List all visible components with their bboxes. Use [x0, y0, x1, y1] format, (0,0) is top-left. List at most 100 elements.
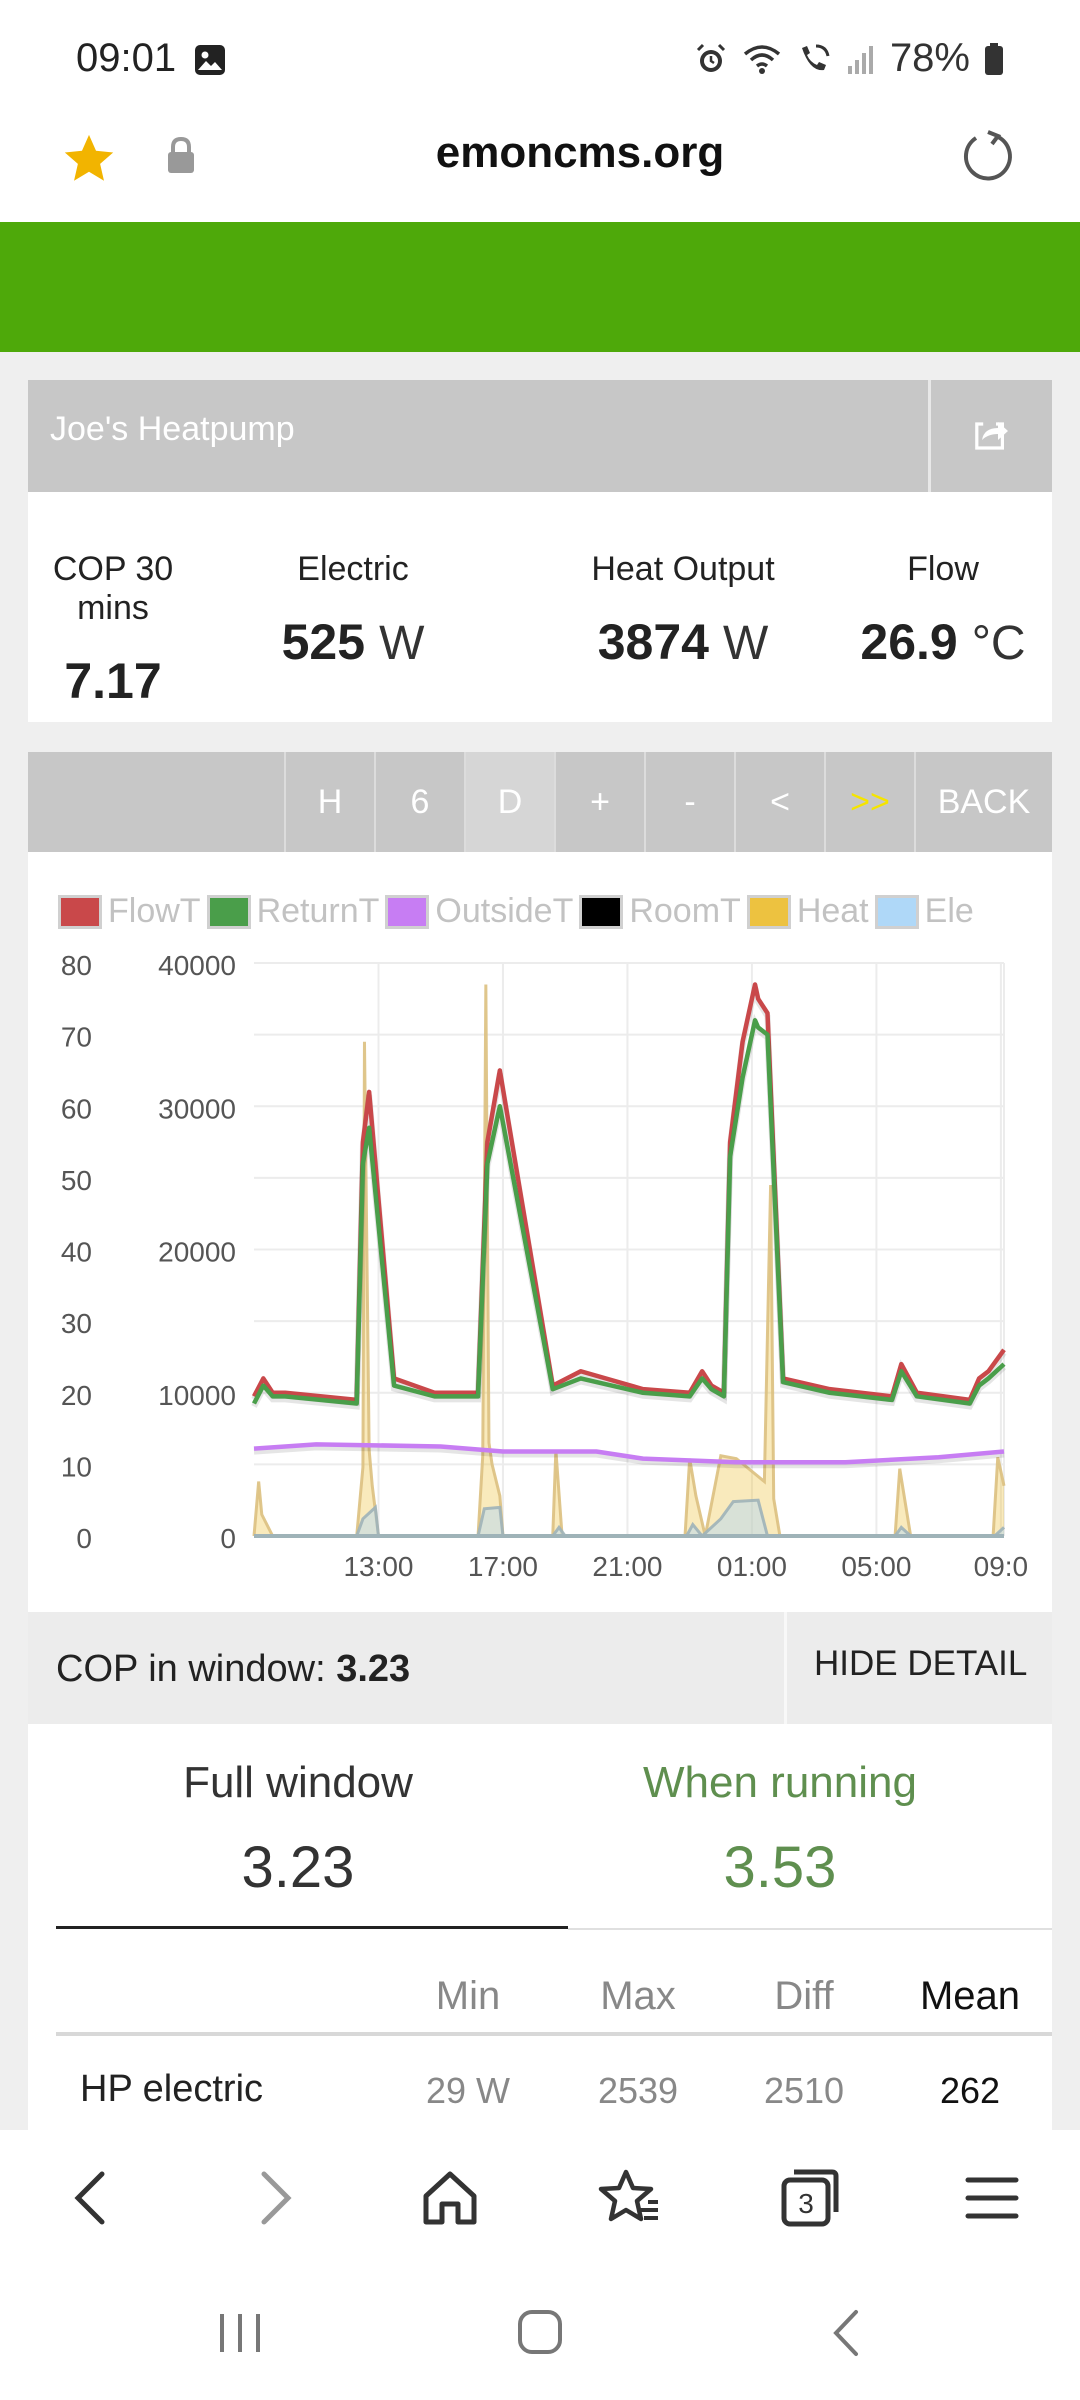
active-tab-underline	[56, 1926, 568, 1929]
when-running-value: 3.53	[723, 1835, 837, 1900]
image-icon	[194, 44, 226, 76]
metric-value: 3874	[597, 614, 709, 670]
cell-mean: 262	[939, 2070, 1001, 2111]
detail-panel: Full window 3.23 When running 3.53 Min M…	[28, 1724, 1052, 2130]
home-icon[interactable]	[418, 2166, 482, 2235]
battery-percent: 78%	[889, 36, 970, 80]
metric-label: Heat Output	[591, 550, 775, 588]
range-button-d[interactable]: D	[464, 752, 554, 852]
metric-unit: W	[379, 617, 425, 670]
site-banner	[0, 222, 1080, 352]
series-line-outsidet	[253, 1442, 1005, 1465]
signal-icon	[846, 42, 876, 76]
range-button-6[interactable]: 6	[374, 752, 464, 852]
divider	[784, 1612, 787, 1724]
right-axis-tick: 30000	[158, 1093, 236, 1124]
metric-cop: COP 30 mins 7.17	[28, 550, 198, 710]
right-axis-tick: 40000	[158, 950, 236, 981]
legend-swatch	[58, 894, 102, 929]
url-text[interactable]: emoncms.org	[435, 128, 725, 177]
right-axis-tick: 20000	[158, 1237, 236, 1268]
legend-item[interactable]: Heat	[746, 892, 869, 931]
cop-window-value: 3.23	[336, 1648, 411, 1690]
left-axis-tick: 10	[61, 1451, 92, 1482]
x-axis-tick: 17:00	[468, 1551, 538, 1582]
column-header-max: Max	[600, 1974, 676, 2018]
right-axis-tick: 0	[220, 1523, 236, 1554]
pan-right-button[interactable]: >>	[824, 752, 914, 852]
cop-window-bar: COP in window: 3.23 HIDE DETAIL	[28, 1612, 1052, 1724]
chart-panel: 0 10 20 30 40 50 60 70 80 0 10000 20000 30000 40000 13…	[28, 852, 1052, 1612]
tabs-icon[interactable]: 3	[778, 2166, 842, 2235]
status-time: 09:01	[76, 36, 177, 80]
cell-min: 29 W	[425, 2070, 511, 2111]
cell-diff: 2510	[763, 2070, 845, 2111]
status-bar: 09:01 78%	[0, 0, 1080, 120]
metric-heat-output: Heat Output 3874 W	[538, 550, 828, 671]
left-axis-tick: 0	[76, 1523, 92, 1554]
divider	[568, 1928, 1052, 1930]
full-window-value: 3.23	[241, 1835, 355, 1900]
metric-value: 525	[281, 614, 366, 670]
hide-detail-button[interactable]: HIDE DETAIL	[814, 1644, 1028, 1683]
status-icons: 78%	[694, 36, 1004, 81]
system-nav-bar	[0, 2270, 1080, 2400]
metric-label: Electric	[297, 550, 409, 588]
legend-label: ReturnT	[256, 892, 380, 930]
left-axis-tick: 80	[61, 950, 92, 981]
x-axis-tick: 21:00	[592, 1551, 662, 1582]
chart[interactable]: 0 10 20 30 40 50 60 70 80 0 10000 20000 30000 40000 13…	[28, 852, 1052, 1612]
back-icon[interactable]	[62, 2166, 122, 2235]
legend-item[interactable]: RoomT	[579, 892, 741, 931]
legend-label: Ele	[924, 892, 974, 930]
recent-apps-icon[interactable]	[216, 2310, 264, 2361]
reload-icon[interactable]	[958, 126, 1018, 191]
home-button-icon[interactable]	[516, 2308, 564, 2361]
chart-legend: FlowT ReturnT OutsideT RoomT Heat Ele	[58, 892, 1058, 931]
pan-left-button[interactable]: <	[734, 752, 824, 852]
cop-window-text: COP in window: 3.23	[56, 1648, 410, 1691]
cell-max: 2539	[597, 2070, 679, 2111]
legend-swatch	[206, 894, 251, 929]
wifi-icon	[742, 42, 782, 76]
x-axis-tick: 09:0	[974, 1551, 1029, 1582]
legend-item[interactable]: OutsideT	[385, 892, 573, 931]
menu-icon[interactable]	[962, 2166, 1022, 2235]
browser-url-bar[interactable]: emoncms.org	[0, 120, 1080, 222]
column-header-min: Min	[435, 1974, 501, 2018]
legend-label: Heat	[796, 892, 869, 930]
bookmarks-icon[interactable]	[596, 2166, 666, 2235]
divider	[928, 380, 931, 492]
tabs-count: 3	[798, 2188, 814, 2219]
left-axis-tick: 60	[61, 1093, 92, 1124]
panel-title: Joe's Heatpump	[50, 410, 295, 448]
metric-unit: W	[722, 617, 769, 670]
zoom-out-button[interactable]: -	[644, 752, 734, 852]
legend-item[interactable]: Ele	[874, 892, 974, 931]
system-back-icon[interactable]	[822, 2308, 870, 2363]
legend-item[interactable]: ReturnT	[206, 892, 380, 931]
zoom-in-button[interactable]: +	[554, 752, 644, 852]
row-label: HP electric	[80, 2068, 264, 2110]
legend-item[interactable]: FlowT	[58, 892, 201, 931]
legend-swatch	[874, 894, 919, 929]
metrics-panel: COP 30 mins 7.17 Electric 525 W Heat Outp…	[28, 492, 1052, 722]
metric-label: Flow	[907, 550, 979, 588]
battery-icon	[984, 42, 1004, 76]
forward-icon[interactable]	[244, 2166, 304, 2235]
range-button-h[interactable]: H	[284, 752, 374, 852]
tab-full-window[interactable]: Full window	[183, 1758, 413, 1807]
back-button[interactable]: BACK	[914, 752, 1052, 852]
star-icon[interactable]	[60, 130, 118, 193]
column-header-mean: Mean	[919, 1974, 1021, 2018]
metric-unit: °C	[971, 617, 1026, 670]
tab-when-running[interactable]: When running	[643, 1758, 917, 1807]
cop-window-label: COP in window:	[56, 1648, 337, 1690]
column-header-diff: Diff	[774, 1974, 834, 2018]
metric-value: 26.9	[860, 614, 958, 670]
legend-swatch	[746, 894, 791, 929]
right-axis-tick: 10000	[158, 1380, 236, 1411]
range-toolbar: H 6 D + - < >> BACK	[28, 752, 1052, 852]
share-icon[interactable]	[968, 416, 1012, 461]
lock-icon	[164, 136, 198, 181]
